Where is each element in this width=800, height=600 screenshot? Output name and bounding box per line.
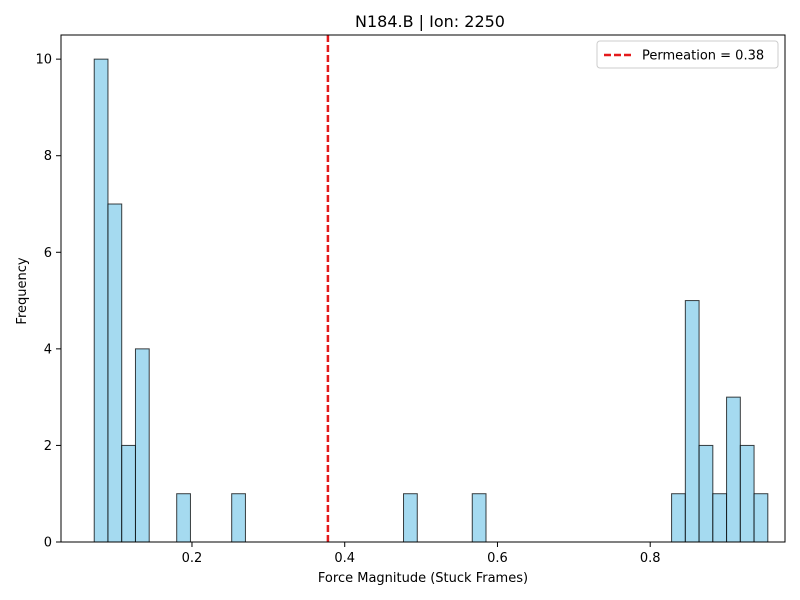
histogram-bar-4 xyxy=(176,493,191,543)
y-axis-label: Frequency xyxy=(15,257,30,324)
x-tick-label-0: 0.2 xyxy=(182,551,203,566)
x-axis-ticks: 0.2 0.4 0.6 0.8 xyxy=(182,542,661,566)
histogram-bar-7 xyxy=(471,493,487,543)
histogram-bar-10 xyxy=(698,444,714,543)
y-tick-label-5: 10 xyxy=(35,53,52,68)
histogram-bar-11 xyxy=(712,493,728,543)
y-tick-label-4: 8 xyxy=(44,149,52,164)
x-tick-label-1: 0.4 xyxy=(334,551,355,566)
histogram-bar-12 xyxy=(726,396,741,543)
x-tick-label-2: 0.6 xyxy=(487,551,508,566)
bars-group xyxy=(93,58,769,543)
legend-label: Permeation = 0.38 xyxy=(642,49,764,64)
histogram-bar-13 xyxy=(739,444,755,543)
histogram-bar-0 xyxy=(93,58,109,543)
y-tick-label-0: 0 xyxy=(44,536,52,551)
histogram-bar-5 xyxy=(231,493,246,543)
histogram-bar-2 xyxy=(121,444,136,543)
legend: Permeation = 0.38 xyxy=(596,40,779,69)
histogram-bar-8 xyxy=(671,493,686,543)
plot-frame xyxy=(60,34,786,543)
histogram-bar-14 xyxy=(753,493,769,543)
legend-box xyxy=(596,40,779,69)
histogram-bar-3 xyxy=(134,348,150,543)
y-tick-label-2: 4 xyxy=(44,342,52,357)
histogram-bar-6 xyxy=(403,493,418,543)
y-tick-label-3: 6 xyxy=(44,246,52,261)
y-axis-ticks: 0 2 4 6 8 10 xyxy=(35,53,61,551)
x-tick-label-3: 0.8 xyxy=(640,551,661,566)
x-axis-label: Force Magnitude (Stuck Frames) xyxy=(318,571,528,586)
chart-title: N184.B | Ion: 2250 xyxy=(355,12,505,31)
histogram-bar-9 xyxy=(684,300,700,543)
y-tick-label-1: 2 xyxy=(44,439,52,454)
histogram-bar-1 xyxy=(107,203,123,543)
